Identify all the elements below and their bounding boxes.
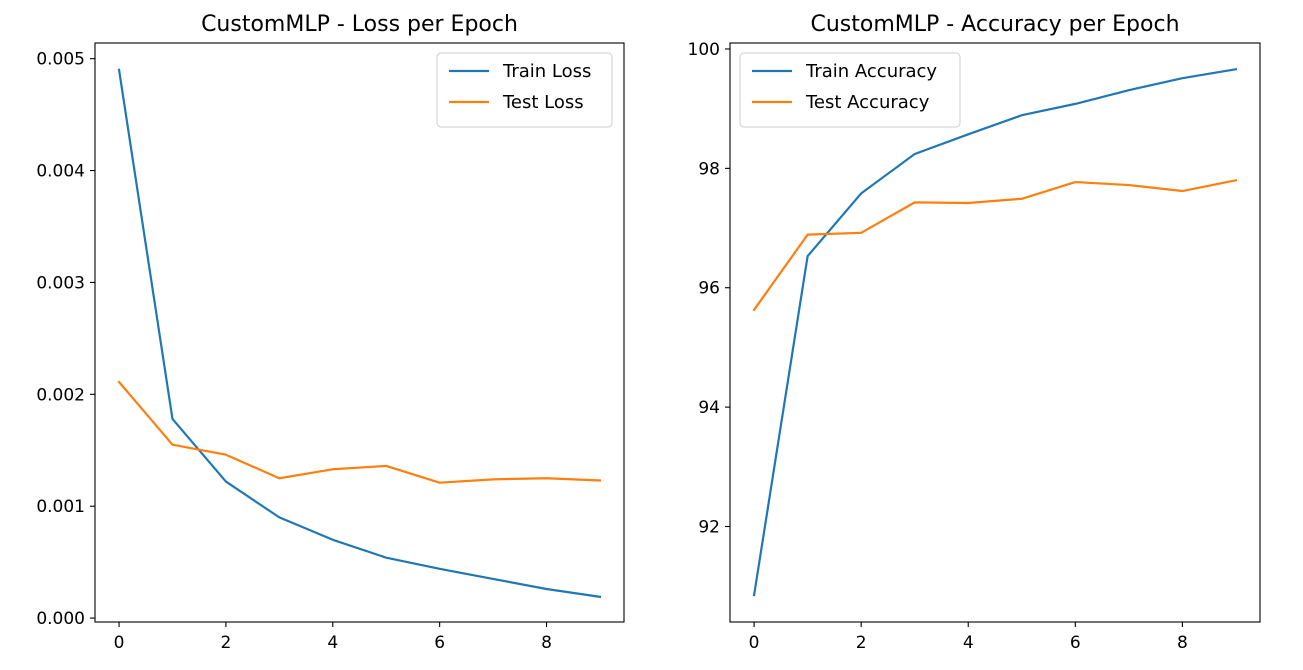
chart-title: CustomMLP - Loss per Epoch: [201, 12, 518, 37]
x-tick-label: 8: [541, 633, 552, 653]
y-tick-label: 0.002: [36, 385, 85, 405]
legend-box: [739, 52, 961, 128]
y-tick-label: 98: [698, 159, 720, 179]
y-tick-label: 100: [688, 40, 720, 60]
x-tick-label: 4: [327, 633, 338, 653]
legend-label-1: Test Accuracy: [805, 92, 930, 113]
legend: Train Accuracy Test Accuracy: [739, 52, 961, 128]
x-tick-label: 2: [856, 633, 867, 653]
x-tick-label: 0: [749, 633, 760, 653]
x-tick-label: 4: [963, 633, 974, 653]
series-line-1: [117, 380, 602, 484]
x-tick-label: 6: [1070, 633, 1081, 653]
legend: Train Loss Test Loss: [436, 52, 613, 128]
x-tick-label: 2: [221, 633, 232, 653]
y-tick-label: 0.004: [36, 162, 85, 182]
x-tick-label: 0: [114, 633, 125, 653]
x-tick-label: 8: [1177, 633, 1188, 653]
series-line-0: [752, 67, 1238, 597]
y-tick-label: 0.000: [36, 609, 85, 629]
y-tick-label: 0.003: [36, 273, 85, 293]
y-tick-label: 94: [698, 398, 720, 418]
series-line-0: [117, 68, 602, 599]
legend-label-1: Test Loss: [502, 92, 584, 113]
legend-label-0: Train Loss: [502, 61, 591, 82]
y-tick-label: 0.005: [36, 50, 85, 70]
chart-panel-1: CustomMLP - Accuracy per Epoch 0 2 4 6 8 92 94 9…: [688, 12, 1261, 653]
x-tick-label: 6: [434, 633, 445, 653]
legend-label-0: Train Accuracy: [805, 61, 937, 82]
series-line-1: [752, 178, 1238, 312]
y-tick-label: 92: [698, 517, 720, 537]
axes-frame: [729, 42, 1261, 623]
chart-title: CustomMLP - Accuracy per Epoch: [810, 12, 1179, 37]
y-tick-label: 0.001: [36, 497, 85, 517]
axes-frame: [94, 42, 625, 623]
y-tick-label: 96: [698, 279, 720, 299]
chart-panel-0: CustomMLP - Loss per Epoch 0 2 4 6 8 0.000 0.00…: [36, 12, 625, 653]
